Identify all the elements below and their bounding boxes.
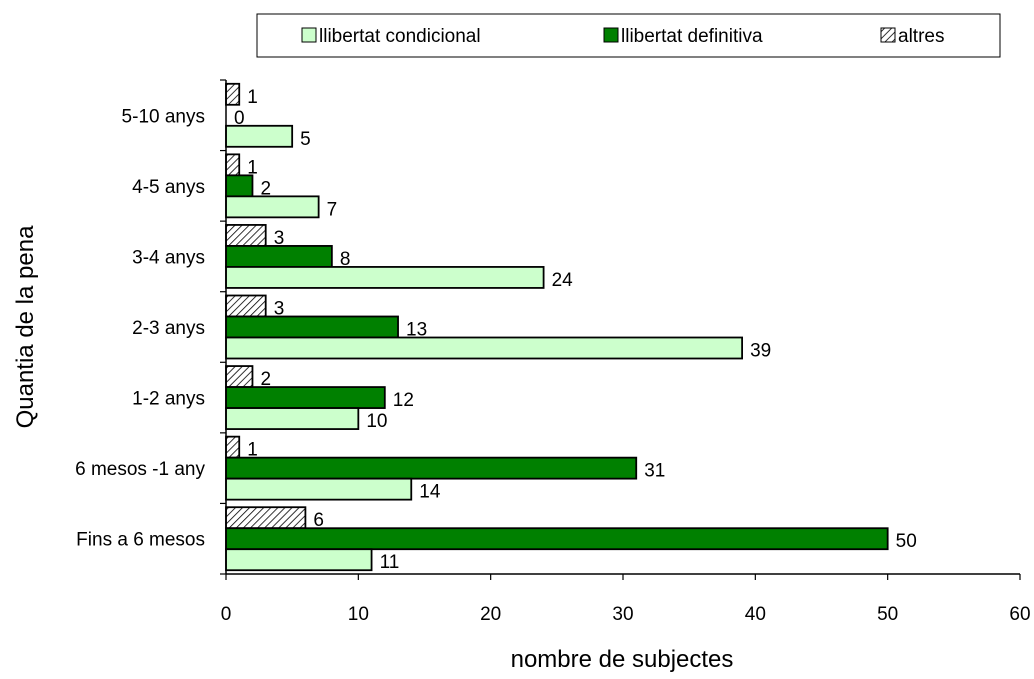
category-label-2-3-anys: 2-3 anys: [132, 318, 205, 339]
bar-llibertat-definitiva-1-2-anys: [225, 386, 386, 409]
data-label-llibertat-condicional-fins-a-6-mesos: 11: [380, 552, 400, 573]
data-label-llibertat-condicional-2-3-anys: 39: [750, 341, 771, 362]
x-tick-label-40: 40: [745, 604, 766, 625]
data-label-llibertat-definitiva-3-4-anys: 8: [340, 249, 351, 270]
x-axis-title: nombre de subjectes: [511, 646, 734, 673]
data-label-llibertat-condicional-3-4-anys: 24: [552, 270, 574, 291]
data-label-llibertat-condicional-1-2-anys: 10: [366, 411, 387, 432]
bar-altres-4-5-anys: [225, 153, 241, 177]
bar-llibertat-definitiva-fins-a-6-mesos: [225, 527, 889, 551]
legend-label-altres: altres: [898, 26, 944, 47]
data-label-llibertat-definitiva-fins-a-6-mesos: 50: [896, 531, 917, 552]
bar-llibertat-condicional-1-2-anys: [225, 407, 360, 430]
data-label-altres-2-3-anys: 3: [274, 299, 285, 320]
bar-llibertat-definitiva-3-4-anys: [225, 245, 333, 268]
data-label-llibertat-definitiva-2-3-anys: 13: [406, 320, 427, 341]
x-tick-label-20: 20: [480, 604, 501, 625]
legend-swatch-condicional: [301, 27, 317, 43]
bar-llibertat-definitiva-4-5-anys: [225, 174, 254, 198]
bar-llibertat-definitiva-2-3-anys: [225, 315, 399, 339]
bar-altres-3-4-anys: [225, 224, 267, 247]
legend: llibertat condicional llibertat definiti…: [256, 13, 1001, 58]
data-label-llibertat-definitiva-4-5-anys: 2: [260, 178, 271, 199]
bar-llibertat-condicional-3-4-anys: [225, 266, 545, 289]
bar-llibertat-condicional-4-5-anys: [225, 195, 320, 219]
legend-entry-altres: altres: [880, 26, 944, 47]
x-tick-label-0: 0: [221, 604, 232, 625]
data-label-altres-5-10-anys: 1: [247, 87, 258, 108]
category-label-fins-a-6-mesos: Fins a 6 mesos: [76, 530, 205, 551]
x-tick-label-30: 30: [612, 604, 633, 625]
category-label-6-mesos-1-any: 6 mesos -1 any: [75, 459, 205, 480]
bar-llibertat-condicional-2-3-anys: [225, 336, 743, 360]
data-label-altres-3-4-anys: 3: [274, 228, 285, 249]
bar-llibertat-condicional-5-10-anys: [225, 124, 294, 148]
bar-altres-6-mesos-1-any: [225, 435, 241, 459]
legend-swatch-definitiva: [603, 27, 619, 43]
data-label-altres-6-mesos-1-any: 1: [247, 440, 258, 461]
y-axis-title: Quantia de la pena: [12, 225, 39, 428]
bar-altres-1-2-anys: [225, 365, 254, 388]
legend-box: [256, 13, 1001, 58]
data-label-llibertat-definitiva-1-2-anys: 12: [393, 390, 414, 411]
legend-entry-condicional: llibertat condicional: [301, 26, 481, 47]
data-label-llibertat-condicional-6-mesos-1-any: 14: [419, 482, 441, 503]
bar-llibertat-definitiva-6-mesos-1-any: [225, 456, 638, 480]
category-label-5-10-anys: 5-10 anys: [122, 106, 205, 127]
bar-llibertat-condicional-fins-a-6-mesos: [225, 548, 373, 572]
bar-altres-2-3-anys: [225, 294, 267, 318]
data-label-llibertat-definitiva-5-10-anys: 0: [234, 108, 245, 129]
data-label-llibertat-condicional-5-10-anys: 5: [300, 129, 311, 150]
category-label-4-5-anys: 4-5 anys: [132, 177, 205, 198]
bar-altres-fins-a-6-mesos: [225, 506, 307, 530]
category-label-1-2-anys: 1-2 anys: [132, 389, 205, 410]
legend-swatch-altres: [880, 27, 896, 43]
data-label-altres-1-2-anys: 2: [260, 369, 271, 390]
category-label-3-4-anys: 3-4 anys: [132, 247, 205, 268]
data-label-llibertat-definitiva-6-mesos-1-any: 31: [644, 461, 665, 482]
data-label-llibertat-condicional-4-5-anys: 7: [327, 199, 338, 220]
legend-label-condicional: llibertat condicional: [319, 26, 481, 47]
legend-label-definitiva: llibertat definitiva: [621, 26, 763, 47]
x-tick-label-10: 10: [348, 604, 369, 625]
data-label-altres-4-5-anys: 1: [247, 157, 258, 178]
legend-entry-definitiva: llibertat definitiva: [603, 26, 763, 47]
x-tick-label-50: 50: [877, 604, 898, 625]
data-label-altres-fins-a-6-mesos: 6: [313, 510, 324, 531]
x-tick-label-60: 60: [1009, 604, 1030, 625]
bar-llibertat-condicional-6-mesos-1-any: [225, 477, 413, 501]
bar-altres-5-10-anys: [225, 82, 241, 106]
